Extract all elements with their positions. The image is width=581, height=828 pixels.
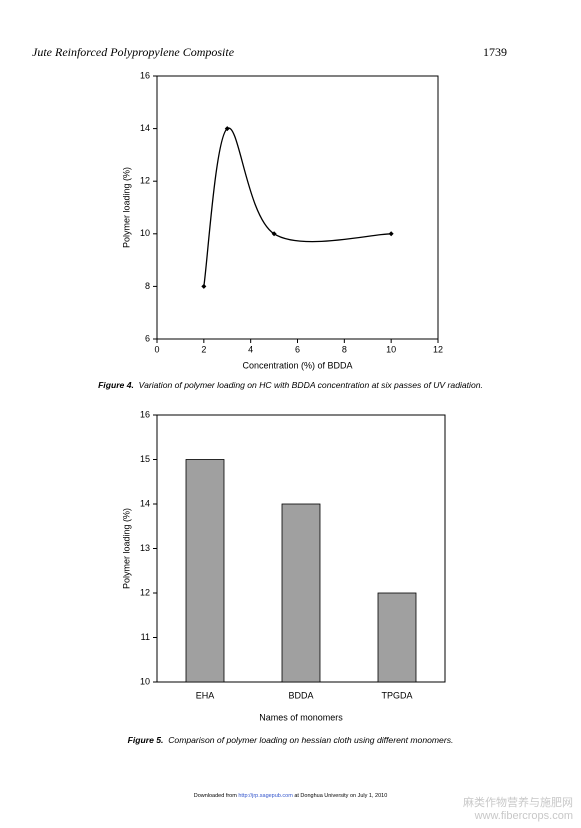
y-tick-label: 12 [140,176,150,186]
x-tick-label: 12 [433,344,443,354]
caption: Figure 5. Comparison of polymer loading … [0,735,581,745]
x-tick-label: 8 [342,344,347,354]
footer-suffix: at Donghua University on July 1, 2010 [294,793,388,799]
footer-link[interactable]: http://jrp.sagepub.com [238,793,293,799]
y-tick-label: 16 [140,409,150,419]
x-tick-label: TPGDA [381,690,412,700]
y-tick-label: 8 [145,281,150,291]
caption: Figure 4. Variation of polymer loading o… [0,380,581,390]
x-tick-label: 10 [386,344,396,354]
plot-frame [156,75,439,340]
caption-label: Figure 4. [98,380,134,390]
bar [185,459,225,683]
x-axis-label: Names of monomers [259,712,343,722]
y-tick-label: 14 [140,123,150,133]
caption-text: Variation of polymer loading on HC with … [138,380,483,390]
line [203,127,392,287]
y-tick-label: 16 [140,70,150,80]
page-number: 1739 [483,45,507,59]
y-tick-label: 11 [141,632,150,642]
x-tick-label: 4 [248,344,253,354]
caption-label: Figure 5. [127,735,164,745]
caption-text: Comparison of polymer loading on hessian… [168,735,454,745]
y-tick-label: 14 [140,498,150,508]
x-tick-label: EHA [196,690,215,700]
footer: Downloaded from http://jrp.sagepub.com a… [0,793,581,799]
x-tick-label: 6 [295,344,300,354]
watermark-url: www.fibercrops.com [474,810,573,822]
running-title: Jute Reinforced Polypropylene Composite [32,45,235,59]
y-axis-label: Polymer loading (%) [121,167,131,248]
y-tick-label: 12 [140,587,150,597]
bar [377,592,417,683]
x-tick-label: 0 [154,344,159,354]
marker [224,126,230,132]
watermark-text: 麻类作物营养与施肥网 [463,797,573,809]
y-tick-label: 15 [140,454,150,464]
bar [281,503,321,683]
x-tick-label: 2 [201,344,206,354]
marker [388,231,394,237]
y-tick-label: 10 [140,676,150,686]
x-tick-label: BDDA [288,690,313,700]
marker [271,231,277,237]
y-tick-label: 13 [140,543,150,553]
y-axis-label: Polymer loading (%) [121,508,131,589]
watermark: 麻类作物营养与施肥网 www.fibercrops.com [463,797,573,823]
x-axis-label: Concentration (%) of BDDA [242,360,352,370]
y-tick-label: 6 [145,333,150,343]
y-tick-label: 10 [140,228,150,238]
marker [201,283,207,289]
footer-prefix: Downloaded from [193,793,237,799]
